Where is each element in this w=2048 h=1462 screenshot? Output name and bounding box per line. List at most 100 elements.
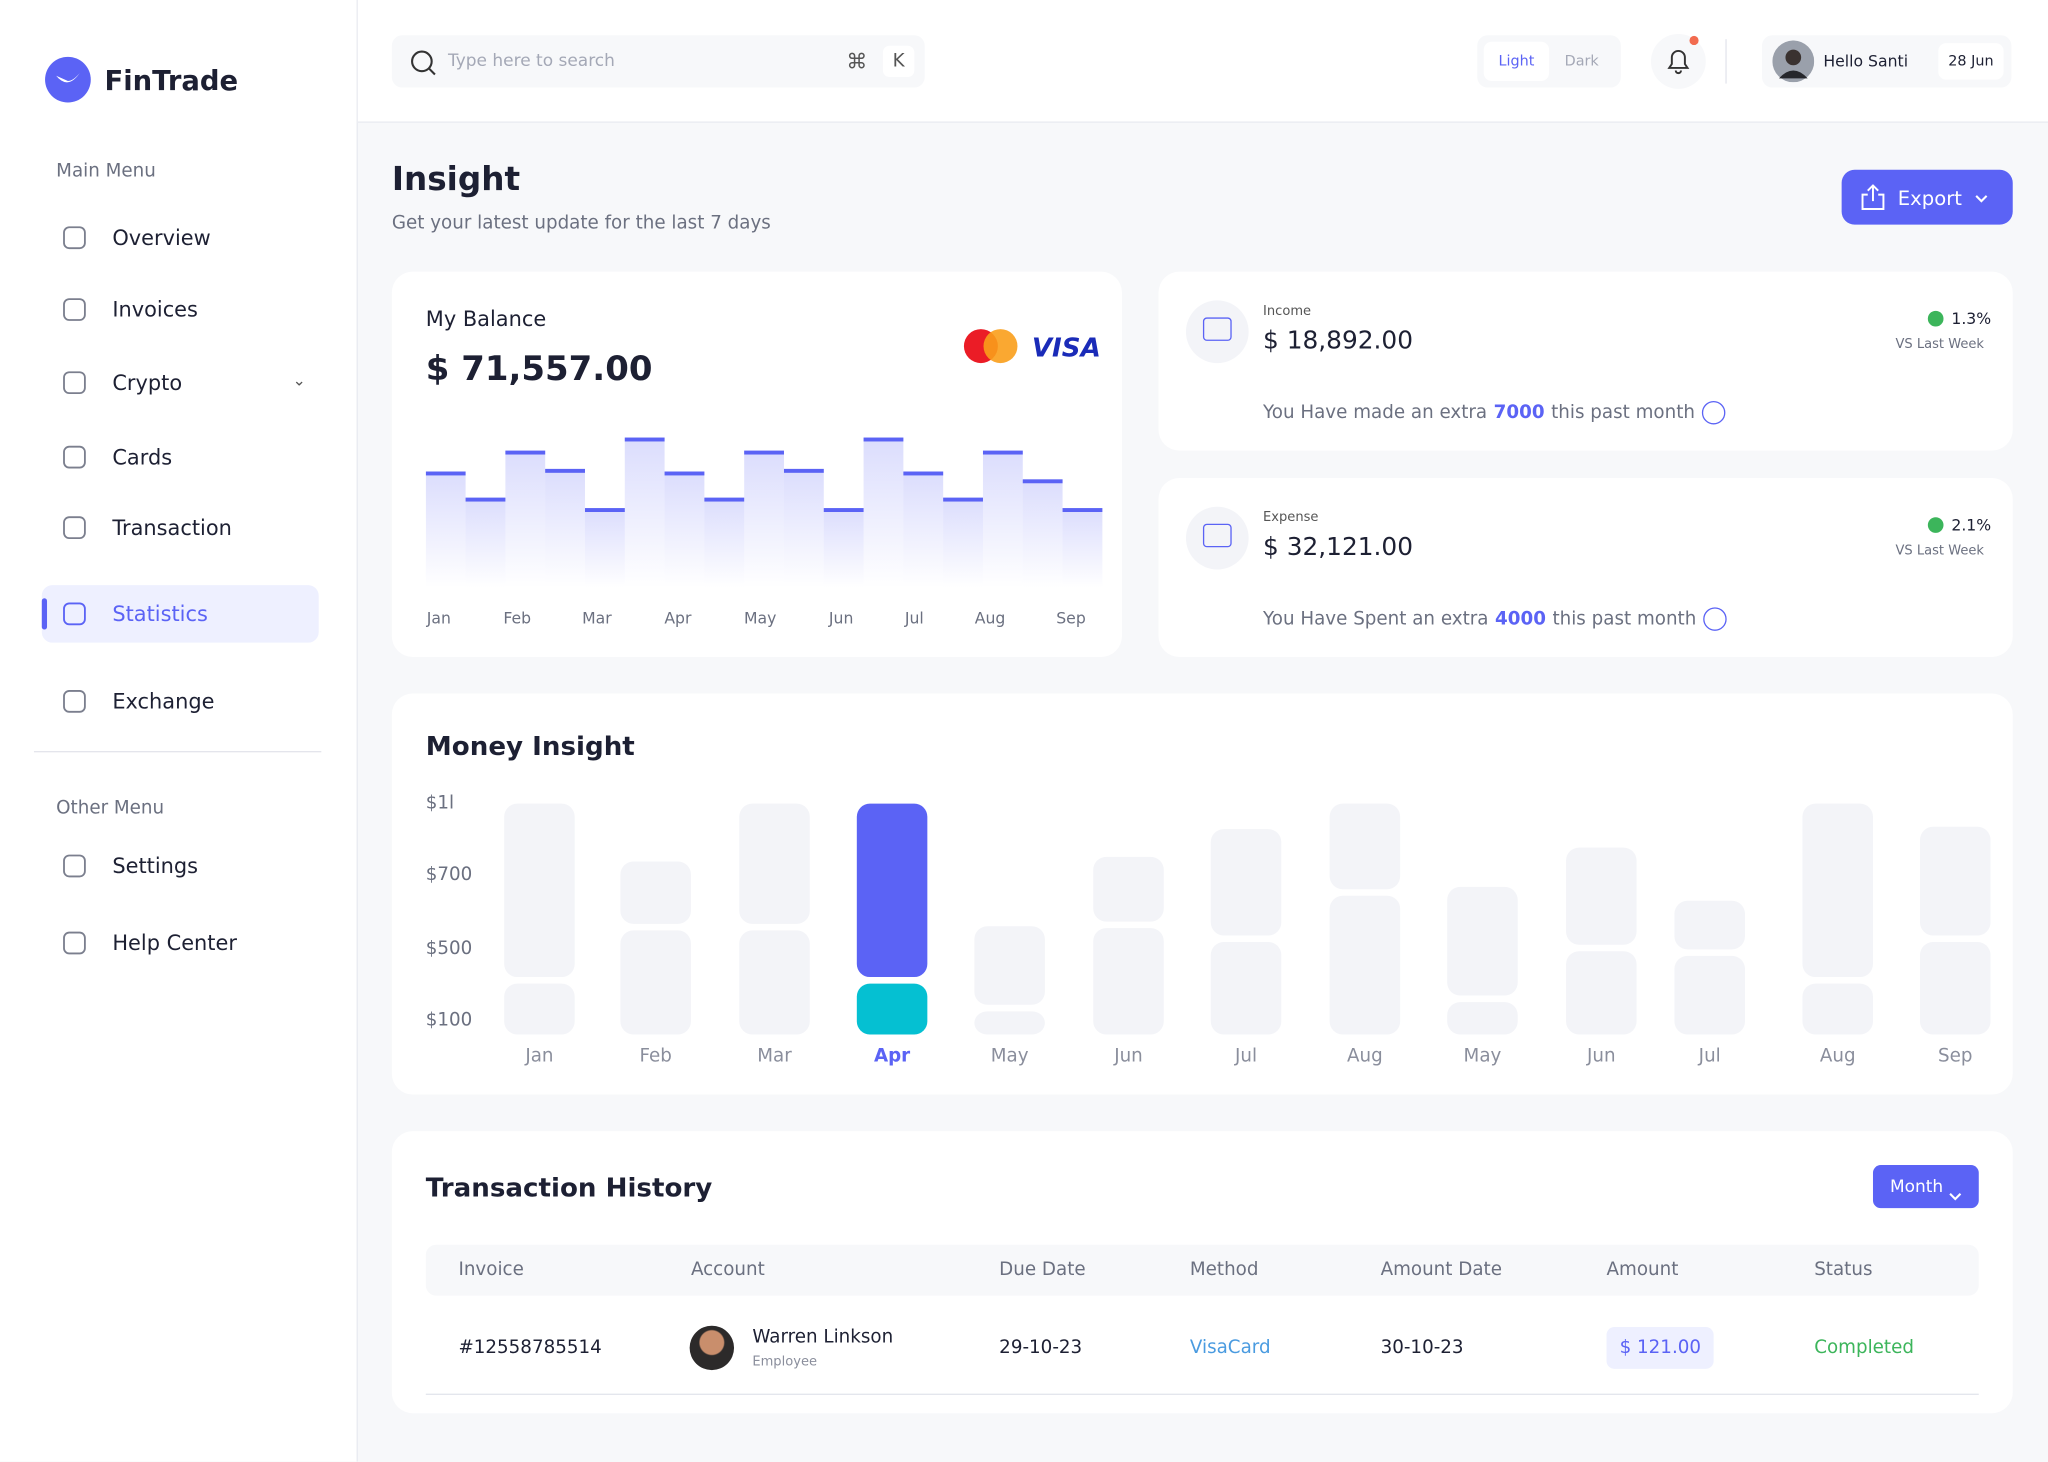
- icon-shape: [63, 298, 86, 321]
- note-part: You Have Spent an extra: [1263, 608, 1489, 630]
- menu-icon: [63, 516, 86, 540]
- menu-item[interactable]: Statistics: [112, 601, 208, 627]
- menu-item[interactable]: Cards: [112, 444, 173, 470]
- compare: VS Last Week: [1895, 543, 1984, 559]
- menu-item[interactable]: Exchange: [112, 688, 215, 714]
- stat-icon-bg: [1185, 300, 1249, 364]
- chevron: [1975, 195, 1988, 203]
- month-filter[interactable]: [1872, 1165, 1979, 1209]
- x-label: Aug: [975, 609, 1006, 628]
- bar-segment: [1802, 803, 1873, 978]
- bar-cap: [664, 471, 705, 476]
- menu-icon: [63, 690, 86, 713]
- bar-segment: [504, 803, 575, 978]
- menu-item[interactable]: Crypto: [112, 370, 183, 396]
- bar-fill: [545, 468, 585, 588]
- note-part: this past month: [1551, 402, 1695, 424]
- column-header: Invoice: [458, 1259, 524, 1280]
- brand: FinTrade: [104, 65, 239, 97]
- icon-shape: [63, 371, 86, 395]
- bar-fill: [505, 450, 546, 588]
- amount: $ 121.00: [1606, 1327, 1715, 1369]
- x-label: Sep: [1056, 609, 1086, 628]
- bar-cap: [505, 450, 546, 455]
- search-box[interactable]: [391, 35, 925, 88]
- bar-cap: [1062, 508, 1103, 512]
- bar-cap: [982, 450, 1023, 455]
- bar-segment: [1447, 1002, 1518, 1035]
- menu-item[interactable]: Transaction: [112, 515, 232, 541]
- bar-segment: [620, 930, 691, 1035]
- bar-fill: [465, 497, 506, 588]
- notification[interactable]: [1650, 33, 1707, 90]
- bar-cap: [863, 437, 904, 442]
- menu-item[interactable]: Help Center: [112, 930, 237, 956]
- menu-item[interactable]: Invoices: [112, 297, 198, 322]
- menu-label: Main Menu: [56, 160, 156, 182]
- stat-amount: $ 32,121.00: [1263, 532, 1413, 562]
- chevron: ⌄: [292, 370, 306, 390]
- icon-shape: [63, 854, 86, 878]
- stat-icon-bg: [1185, 506, 1249, 570]
- x-tick-label: May: [1464, 1046, 1502, 1067]
- y-tick-label: $1l: [426, 792, 454, 813]
- x-tick-label: Mar: [757, 1046, 792, 1067]
- stat-label: Income: [1263, 304, 1312, 319]
- export-icon: [1861, 184, 1885, 210]
- bar-segment: [1210, 829, 1282, 936]
- column-header: Amount: [1606, 1259, 1679, 1280]
- menu-icon: [63, 298, 86, 321]
- note: You Have Spent an extra 4000 this past mon…: [1263, 607, 1727, 631]
- column-header: Account: [690, 1259, 765, 1280]
- x-label: Mar: [582, 609, 612, 628]
- x-tick-label: Jul: [1234, 1046, 1257, 1067]
- bar-cap: [943, 497, 983, 502]
- x-tick-label: Jul: [1698, 1046, 1721, 1067]
- menu-item[interactable]: Settings: [112, 853, 199, 879]
- x-tick-label: Aug: [1820, 1046, 1856, 1067]
- menu-icon: [63, 931, 86, 955]
- theme-dark[interactable]: Dark: [1564, 52, 1599, 70]
- x-label: Jul: [904, 609, 924, 628]
- note: You Have made an extra 7000 this past mont…: [1263, 400, 1725, 425]
- x-tick-label: Jun: [1113, 1046, 1143, 1067]
- icon-shape: [63, 931, 86, 955]
- note-part: 7000: [1493, 402, 1545, 424]
- icon-shape: [63, 445, 86, 469]
- x-tick-label: Jan: [524, 1046, 553, 1067]
- menu-icon: [63, 854, 86, 878]
- bar-segment: [1802, 983, 1873, 1035]
- note-part: You Have made an extra: [1263, 402, 1488, 424]
- menu-icon: [63, 226, 86, 250]
- bar-fill: [584, 508, 625, 588]
- bar-segment: [1329, 895, 1401, 1035]
- bar-fill: [863, 437, 904, 588]
- bar-segment: [1329, 803, 1401, 890]
- column-header: Amount Date: [1380, 1259, 1502, 1280]
- bar-segment: [1566, 951, 1637, 1035]
- menu-icon: [63, 445, 86, 469]
- status: Completed: [1814, 1337, 1914, 1359]
- x-label: Jun: [828, 609, 853, 628]
- active-bar: [41, 598, 48, 630]
- balance-chart: Jan Feb Mar Apr May Jun Jul Aug Sep: [425, 437, 1103, 628]
- search-icon: [411, 50, 436, 76]
- bar-segment: [739, 803, 810, 924]
- bar-cap: [584, 508, 625, 512]
- active-bg: [41, 585, 319, 643]
- due-date: 29-10-23: [999, 1337, 1083, 1359]
- greeting: Hello Santi: [1823, 52, 1909, 71]
- menu-item[interactable]: Overview: [112, 225, 211, 251]
- mastercard-logo: [963, 329, 1018, 364]
- page-title: Insight: [391, 159, 521, 198]
- export-label: Export: [1897, 186, 1962, 211]
- info-icon[interactable]: [1701, 400, 1725, 425]
- bar-segment: [1093, 928, 1164, 1035]
- x-label: May: [744, 609, 776, 628]
- money-insight-title: Money Insight: [425, 730, 635, 762]
- theme-light[interactable]: Light: [1483, 41, 1550, 81]
- stat-icon: [1202, 523, 1232, 548]
- bar-segment: [974, 926, 1045, 1005]
- divider: [33, 751, 322, 753]
- info-icon[interactable]: [1702, 607, 1727, 631]
